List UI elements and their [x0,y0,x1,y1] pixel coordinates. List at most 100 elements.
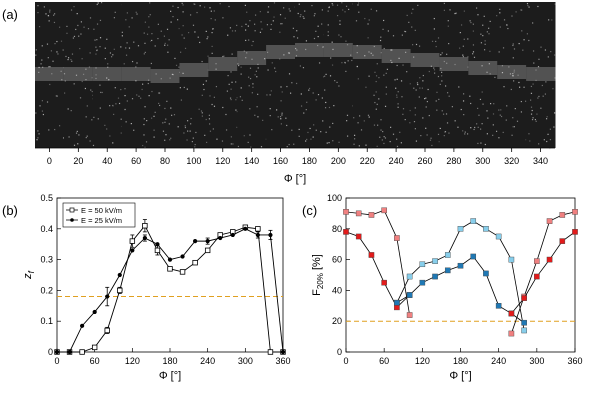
particle [551,19,553,21]
particle [328,6,330,8]
particle [287,52,290,54]
panel-label-a: (a) [2,7,18,22]
particle [479,128,482,130]
particle [147,79,150,81]
particle [454,120,456,122]
y-axis-label: zf [22,270,36,280]
data-point [508,330,515,337]
particle [428,70,430,73]
particle [459,31,461,34]
particle [470,127,472,129]
particle [373,45,375,48]
particle [154,111,156,113]
particle [385,93,387,95]
particle [143,32,145,34]
particle [66,32,68,34]
particle [199,5,201,7]
series-line [57,228,284,353]
particle [500,109,502,111]
particle [315,129,317,131]
particle [143,53,145,55]
particle [406,71,408,73]
particle [78,134,80,136]
series-5 [508,209,578,337]
particle [236,24,238,27]
particle [259,10,261,13]
particle [49,9,51,11]
data-point [267,349,274,355]
particle [321,23,323,25]
y-tick-label: 40 [332,285,342,295]
particle [48,129,50,131]
particle [251,58,253,60]
particle [151,39,153,42]
particle [308,89,310,91]
particle [375,108,377,110]
particle [360,129,363,131]
particle [532,117,534,119]
data-point [155,242,160,247]
x-tick-label: 240 [491,356,506,366]
particle [528,133,530,135]
particle [549,147,551,150]
particle [330,57,332,59]
particle [162,122,164,124]
particle [481,91,483,93]
particle [285,117,287,119]
particle [110,56,113,58]
particle [178,66,180,68]
particle [439,83,441,85]
particle [515,11,517,13]
particle [385,86,387,88]
particle [307,131,309,134]
particle [332,48,334,51]
particle [512,43,514,45]
particle [545,118,548,120]
particle [95,77,97,80]
particle [322,46,324,48]
data-point [419,279,426,286]
particle [475,7,478,9]
particle [288,8,290,10]
particle [513,126,515,128]
particle [135,11,137,13]
particle [473,128,475,131]
particle [180,51,182,53]
data-point [79,349,85,355]
particle [305,109,307,111]
particle [228,5,230,8]
particle [537,66,540,68]
particle [38,66,40,69]
particle [240,73,242,75]
particle [375,91,377,93]
particle [321,97,323,99]
x-tick-label: 320 [504,156,519,166]
particle [411,26,413,28]
particle [194,3,196,5]
particle [467,56,469,58]
particle [56,95,58,97]
particle [48,20,50,22]
particle [487,117,489,119]
particle [125,19,127,21]
particle [41,59,43,61]
particle [409,109,411,112]
particle [209,130,212,132]
particle [281,114,283,116]
particle [417,4,419,6]
particle [191,140,193,143]
legend: E = 50 kV/mE = 25 kV/m [62,202,136,228]
particle [365,144,367,146]
particle [212,128,214,130]
particle [370,52,372,54]
legend-marker [69,207,75,213]
particle [89,140,91,142]
particle [431,144,433,147]
particle [95,74,97,76]
y-tick-label: 0.1 [40,316,53,326]
particle [289,10,291,12]
particle [149,14,151,16]
particle [415,89,417,91]
particle [251,92,253,94]
x-tick-label: 360 [567,356,582,366]
